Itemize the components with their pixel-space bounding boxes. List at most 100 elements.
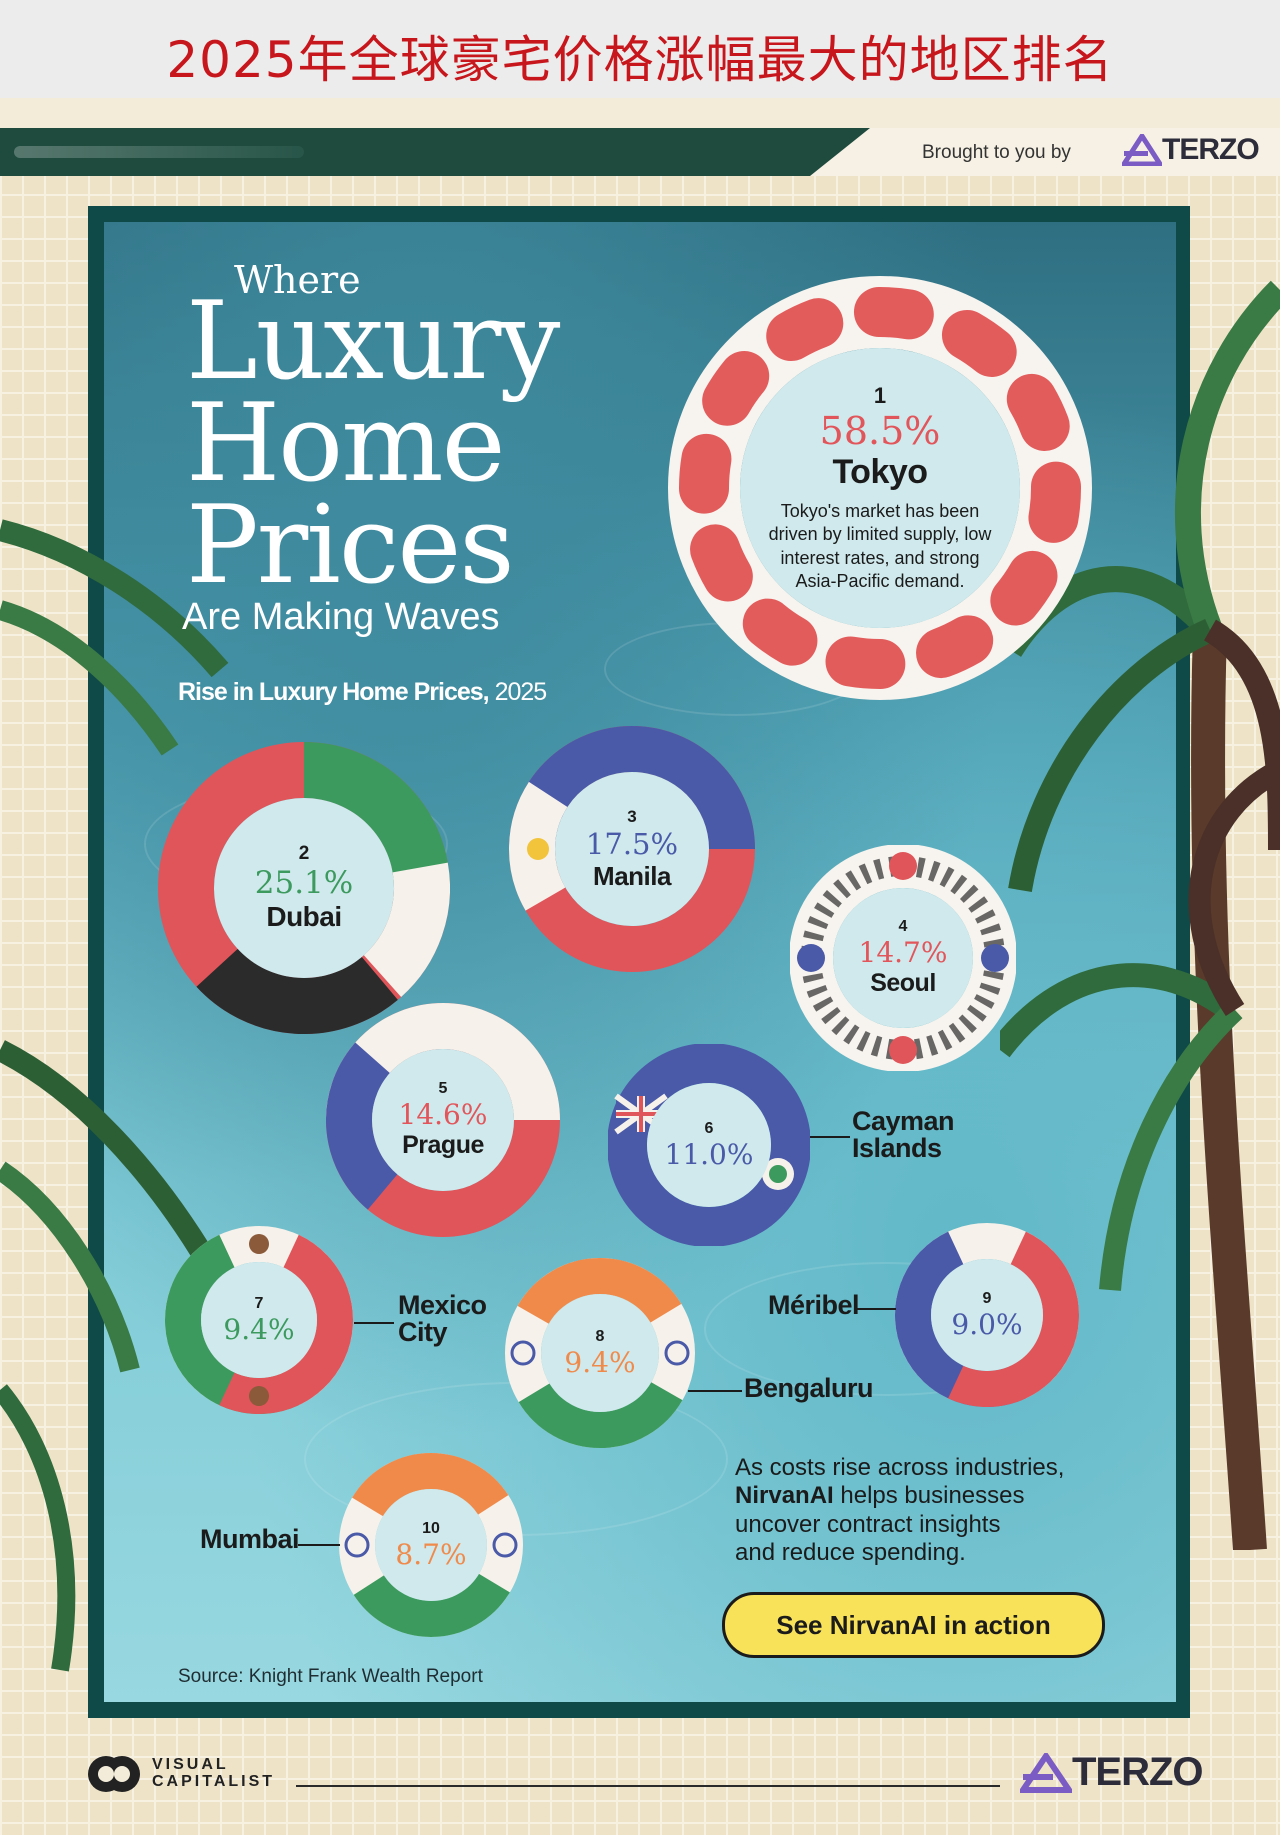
title-prices: Prices	[186, 483, 515, 608]
leader-line	[354, 1322, 394, 1324]
city-label-meribel: Méribel	[768, 1290, 860, 1320]
terzo-mark-icon	[1122, 134, 1162, 166]
value-label: 9.0%	[951, 1307, 1023, 1341]
ring-mexico-city: 7 9.4%	[164, 1225, 354, 1415]
vc-line: VISUAL	[152, 1756, 229, 1774]
chart-subtitle-year: 2025	[494, 678, 548, 706]
value-label: 8.7%	[395, 1537, 467, 1571]
rank-label: 3	[627, 806, 637, 826]
visual-capitalist-logo[interactable]: VISUAL CAPITALIST	[84, 1752, 275, 1796]
ring-center: 8 9.4%	[504, 1257, 696, 1449]
page-title: 2025年全球豪宅价格涨幅最大的地区排名	[166, 31, 1114, 89]
ring-prague: 5 14.6% Prague	[326, 1003, 560, 1237]
ring-cayman-islands: 6 11.0%	[608, 1044, 810, 1246]
chart-subtitle-bold: Rise in Luxury Home Prices,	[178, 678, 490, 706]
value-label: 58.5%	[819, 408, 941, 453]
ring-center: 6 11.0%	[608, 1044, 810, 1246]
india-flag-ring-icon	[505, 1258, 695, 1448]
visual-capitalist-mark-icon	[88, 1756, 140, 1792]
ring-bengaluru: 8 9.4%	[504, 1257, 696, 1449]
promo-text: As costs rise across industries, NirvanA…	[735, 1454, 1135, 1567]
rank-label: 7	[254, 1294, 264, 1312]
rank-label: 1	[873, 382, 887, 408]
caption-bar: 2025年全球豪宅价格涨幅最大的地区排名	[0, 0, 1280, 98]
city-label-bengaluru: Bengaluru	[744, 1373, 874, 1403]
rank-label: 10	[422, 1519, 440, 1537]
rank-label: 9	[982, 1289, 992, 1307]
terzo-wordmark: TERZO	[1162, 133, 1260, 166]
ring-center: 3 17.5% Manila	[508, 725, 756, 973]
india-flag-ring-icon	[339, 1453, 523, 1637]
promo-line: and reduce spending.	[735, 1538, 966, 1566]
leader-line	[298, 1544, 340, 1546]
city-label: Tokyo	[832, 452, 928, 491]
chart-subtitle: Rise in Luxury Home Prices, 2025	[178, 678, 548, 707]
value-label: 14.7%	[858, 936, 948, 969]
promo-line-rest: helps businesses	[833, 1482, 1025, 1510]
terzo-wordmark: TERZO	[1072, 1750, 1204, 1794]
rank-label: 6	[704, 1119, 714, 1137]
terzo-logo-top[interactable]: TERZO	[1122, 133, 1260, 167]
city-label: Manila	[593, 860, 671, 891]
philippines-flag-ring-icon	[509, 726, 755, 972]
see-nirvanai-button[interactable]: See NirvanAI in action	[722, 1592, 1105, 1658]
value-label: 9.4%	[223, 1312, 295, 1346]
desc-line: Asia-Pacific demand.	[795, 570, 965, 591]
city-label-mexico-city: Mexico City	[398, 1292, 487, 1346]
brought-by-label: Brought to you by	[922, 142, 1071, 163]
promo-brand: NirvanAI	[735, 1482, 834, 1510]
city-label-line: Islands	[852, 1133, 942, 1163]
ring-center: 4 14.7% Seoul	[790, 845, 1016, 1071]
value-label: 14.6%	[398, 1098, 488, 1131]
desc-line: interest rates, and strong	[780, 547, 980, 568]
title-where: Where	[234, 258, 361, 302]
ring-manila: 3 17.5% Manila	[508, 725, 756, 973]
tokyo-description: Tokyo's market has been driven by limite…	[765, 500, 995, 594]
float-ring-icon	[668, 276, 1092, 700]
title-luxury: Luxury	[186, 279, 560, 404]
city-label-mumbai: Mumbai	[200, 1524, 300, 1554]
ring-tokyo: 1 58.5% Tokyo Tokyo's market has been dr…	[664, 272, 1096, 704]
value-label: 11.0%	[664, 1137, 754, 1171]
visual-capitalist-wordmark: VISUAL CAPITALIST	[152, 1756, 276, 1791]
ring-mumbai: 10 8.7%	[338, 1452, 524, 1638]
terzo-mark-icon	[1020, 1752, 1072, 1793]
ring-center: 5 14.6% Prague	[326, 1003, 560, 1237]
korea-flag-ring-icon	[790, 845, 1016, 1071]
promo-line: uncover contract insights	[735, 1510, 1001, 1538]
city-label: Seoul	[870, 969, 936, 997]
desc-line: Tokyo's market has been	[780, 500, 980, 521]
title-home: Home	[186, 381, 506, 506]
city-label-line: Mexico	[398, 1290, 487, 1320]
ring-meribel: 9 9.0%	[894, 1222, 1080, 1408]
rank-label: 8	[595, 1327, 605, 1345]
promo-line: NirvanAI helps businesses	[735, 1482, 1135, 1510]
value-label: 9.4%	[564, 1345, 636, 1379]
ring-center: 1 58.5% Tokyo Tokyo's market has been dr…	[664, 272, 1096, 704]
terzo-logo-bottom[interactable]: TERZO	[1020, 1750, 1204, 1795]
title-making-waves: Are Making Waves	[182, 596, 500, 638]
ring-seoul: 4 14.7% Seoul	[790, 845, 1016, 1071]
city-label: Dubai	[266, 901, 342, 932]
mexico-flag-ring-icon	[165, 1226, 353, 1414]
rank-label: 5	[438, 1080, 448, 1097]
cayman-flag-ring-icon	[608, 1044, 810, 1246]
city-label: Prague	[402, 1131, 484, 1159]
value-label: 25.1%	[254, 865, 354, 901]
leader-line	[856, 1308, 896, 1310]
ring-center: 7 9.4%	[164, 1225, 354, 1415]
sponsor-strip	[810, 128, 1280, 176]
city-label-line: Cayman	[852, 1106, 955, 1136]
ring-center: 10 8.7%	[338, 1452, 524, 1638]
vc-line: CAPITALIST	[152, 1773, 276, 1790]
source-note: Source: Knight Frank Wealth Report	[178, 1666, 483, 1687]
uae-flag-ring-icon	[158, 742, 450, 1034]
header-blurred-text	[14, 146, 304, 158]
city-label-cayman: Cayman Islands	[852, 1106, 955, 1163]
city-label-line: City	[398, 1317, 448, 1347]
promo-line: As costs rise across industries,	[735, 1454, 1065, 1481]
czech-flag-ring-icon	[326, 1003, 560, 1237]
ring-center: 2 25.1% Dubai	[158, 742, 450, 1034]
leader-line	[810, 1136, 850, 1138]
ring-dubai: 2 25.1% Dubai	[158, 742, 450, 1034]
